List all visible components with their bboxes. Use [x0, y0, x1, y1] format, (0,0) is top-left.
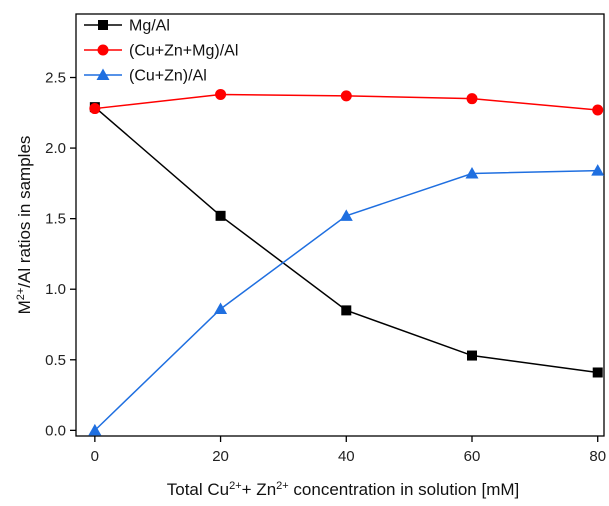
x-tick-label: 20 [212, 448, 229, 465]
x-axis-title: Total Cu2++ Zn2+ concentration in soluti… [167, 480, 520, 499]
y-tick-label: 2.5 [45, 70, 66, 87]
legend-label: (Cu+Zn)/Al [129, 68, 207, 85]
data-point [215, 88, 227, 100]
data-point [215, 210, 226, 221]
legend: Mg/Al (Cu+Zn+Mg)/Al (Cu+Zn)/Al [84, 18, 238, 85]
axis-ticks: 0 20 40 60 80 0.0 0.5 1.0 1.5 2.0 2.5 [45, 70, 606, 465]
data-point [214, 302, 228, 314]
x-tick-label: 60 [464, 448, 481, 465]
y-tick-label: 1.0 [45, 281, 66, 298]
data-point [591, 164, 605, 176]
data-point [465, 166, 479, 179]
legend-marker [98, 20, 108, 30]
data-point [341, 305, 352, 316]
series-2 [89, 88, 604, 116]
y-tick-label: 2.0 [45, 140, 66, 157]
data-point [466, 93, 478, 105]
y-axis-title: M2+/Al ratios in samples [15, 136, 34, 315]
data-point [340, 90, 352, 102]
legend-label: Mg/Al [129, 18, 170, 35]
series-line [94, 106, 598, 374]
x-tick-label: 0 [91, 448, 99, 465]
legend-item: (Cu+Zn+Mg)/Al [84, 43, 238, 60]
y-tick-label: 0.5 [45, 352, 66, 369]
plot-frame [75, 13, 605, 437]
data-point [592, 367, 603, 378]
data-point [339, 209, 353, 221]
legend-marker [97, 44, 109, 56]
data-point [89, 103, 101, 115]
x-tick-label: 40 [338, 448, 355, 465]
series-layer [88, 88, 605, 436]
data-point [88, 423, 102, 436]
y-tick-label: 1.5 [45, 211, 66, 228]
legend-item: (Cu+Zn)/Al [84, 68, 207, 85]
x-tick-label: 80 [589, 448, 606, 465]
y-tick-label: 0.0 [45, 422, 66, 439]
data-point [592, 104, 604, 116]
legend-item: Mg/Al [84, 18, 170, 35]
legend-marker [96, 68, 110, 80]
series-3 [88, 164, 605, 436]
data-point [467, 350, 477, 361]
legend-label: (Cu+Zn+Mg)/Al [129, 43, 238, 60]
series-1 [89, 102, 603, 378]
